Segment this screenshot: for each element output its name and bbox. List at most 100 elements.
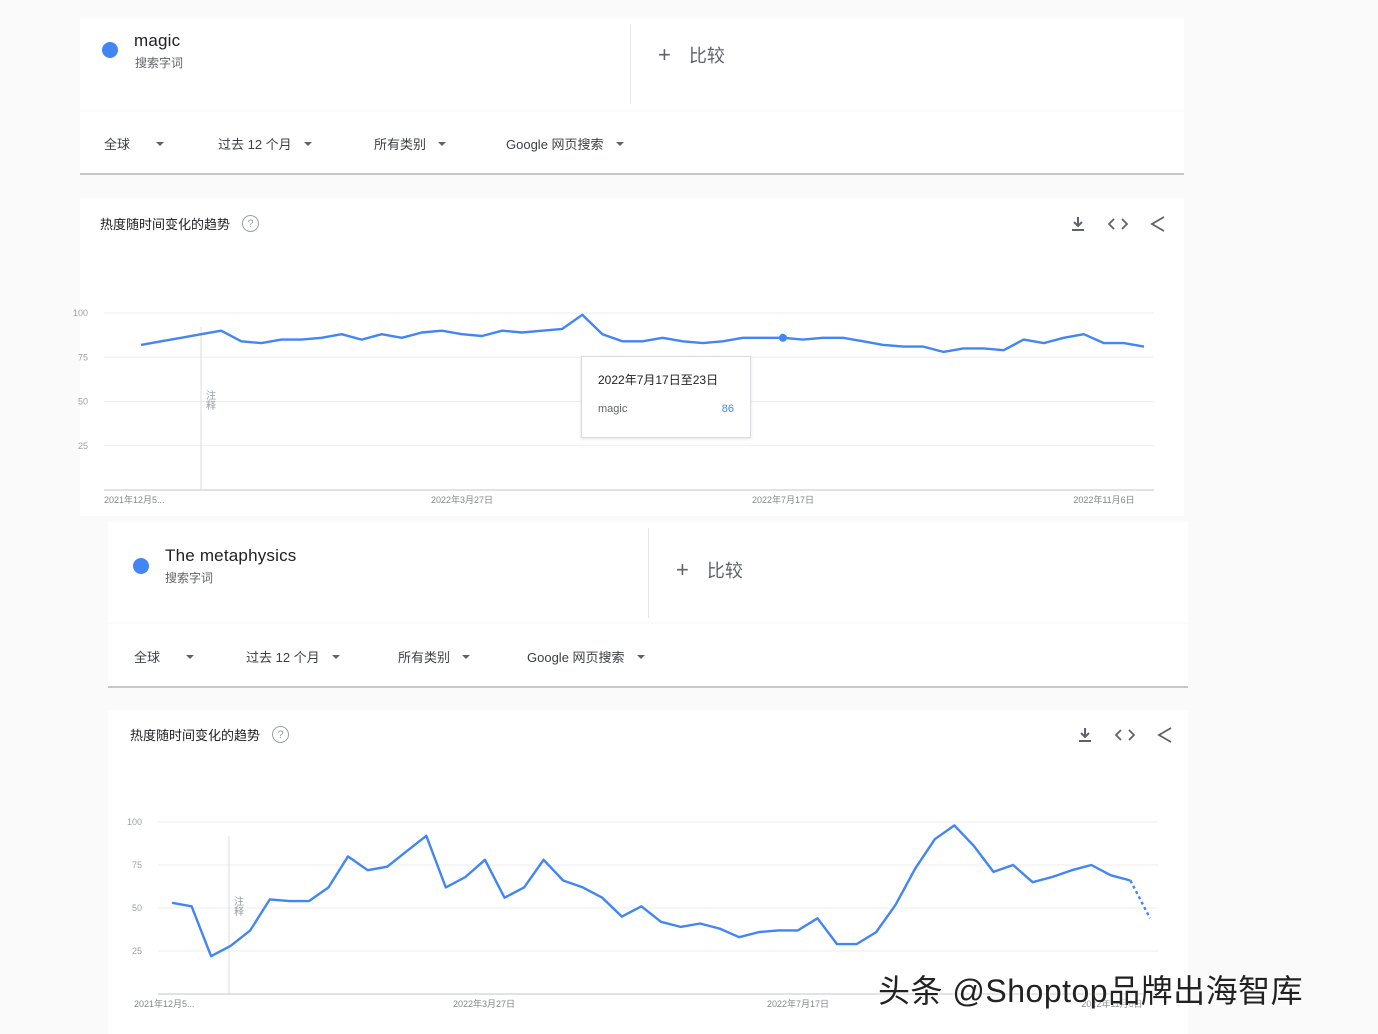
data-point[interactable] [971, 843, 977, 849]
series-line[interactable] [140, 313, 1145, 354]
share-icon[interactable] [1148, 214, 1168, 234]
download-icon[interactable] [1075, 725, 1095, 745]
highlighted-point[interactable] [778, 333, 787, 342]
data-point[interactable] [760, 335, 766, 341]
data-point[interactable] [286, 898, 292, 904]
data-point[interactable] [951, 822, 957, 828]
term-name[interactable]: The metaphysics [165, 546, 297, 565]
data-point[interactable] [1030, 879, 1036, 885]
time-filter[interactable]: 过去 12 个月 [218, 134, 312, 153]
data-point[interactable] [775, 927, 781, 933]
data-point[interactable] [912, 865, 918, 871]
data-point[interactable] [960, 345, 966, 351]
data-point[interactable] [439, 328, 445, 334]
data-point[interactable] [1049, 874, 1055, 880]
data-point[interactable] [1021, 337, 1027, 343]
data-point[interactable] [717, 926, 723, 932]
data-point[interactable] [1041, 340, 1047, 346]
data-point[interactable] [873, 929, 879, 935]
data-point[interactable] [756, 929, 762, 935]
embed-code-icon[interactable] [1108, 214, 1128, 234]
data-point[interactable] [580, 884, 586, 890]
data-point[interactable] [138, 342, 144, 348]
data-point[interactable] [359, 337, 365, 343]
data-point[interactable] [920, 344, 926, 350]
data-point[interactable] [521, 884, 527, 890]
data-point[interactable] [462, 874, 468, 880]
data-point[interactable] [208, 953, 214, 959]
data-point[interactable] [384, 864, 390, 870]
data-point[interactable] [1061, 335, 1067, 341]
data-point[interactable] [619, 338, 625, 344]
data-point[interactable] [519, 329, 525, 335]
data-point[interactable] [599, 895, 605, 901]
region-filter[interactable]: 全球 [104, 134, 165, 153]
data-point[interactable] [238, 338, 244, 344]
data-point[interactable] [880, 342, 886, 348]
download-icon[interactable] [1068, 214, 1088, 234]
data-point[interactable] [940, 349, 946, 355]
data-point[interactable] [720, 338, 726, 344]
data-point[interactable] [678, 924, 684, 930]
interest-line-chart[interactable]: 100 75 50 25 注释 2021年12月5... 2022年3月27日 2022年7月… [108, 710, 1188, 1034]
data-point[interactable] [814, 915, 820, 921]
data-point[interactable] [228, 943, 234, 949]
data-point[interactable] [218, 328, 224, 334]
data-point[interactable] [1127, 877, 1133, 883]
share-icon[interactable] [1155, 725, 1175, 745]
data-point[interactable] [178, 335, 184, 341]
compare-button[interactable]: + 比较 [676, 557, 743, 583]
data-point[interactable] [1088, 862, 1094, 868]
data-point[interactable] [680, 338, 686, 344]
data-point[interactable] [169, 900, 175, 906]
data-point[interactable] [1141, 344, 1147, 350]
data-point[interactable] [619, 914, 625, 920]
data-point[interactable] [740, 335, 746, 341]
data-point[interactable] [198, 331, 204, 337]
interest-line-chart[interactable]: 100 75 50 25 注释 2021年12月5... 2022年3月27日 2022年7月… [73, 198, 1184, 516]
region-filter[interactable]: 全球 [134, 647, 195, 666]
data-point[interactable] [1010, 862, 1016, 868]
data-point[interactable] [700, 340, 706, 346]
series-line[interactable] [171, 824, 1131, 958]
data-point[interactable] [1101, 340, 1107, 346]
data-point[interactable] [795, 927, 801, 933]
data-point[interactable] [379, 331, 385, 337]
data-point[interactable] [158, 338, 164, 344]
data-point[interactable] [278, 337, 284, 343]
data-point[interactable] [306, 898, 312, 904]
search-type-filter[interactable]: Google 网页搜索 [506, 134, 624, 153]
data-point[interactable] [1121, 340, 1127, 346]
data-point[interactable] [560, 877, 566, 883]
data-point[interactable] [599, 331, 605, 337]
data-point[interactable] [423, 833, 429, 839]
data-point[interactable] [559, 326, 565, 332]
data-point[interactable] [298, 337, 304, 343]
help-icon[interactable]: ? [272, 726, 290, 743]
data-point[interactable] [247, 927, 253, 933]
data-point[interactable] [189, 903, 195, 909]
category-filter[interactable]: 所有类别 [374, 134, 447, 153]
data-point[interactable] [499, 328, 505, 334]
data-point[interactable] [640, 338, 646, 344]
data-point[interactable] [419, 329, 425, 335]
data-point[interactable] [1081, 331, 1087, 337]
data-point[interactable] [399, 335, 405, 341]
data-point[interactable] [459, 331, 465, 337]
data-point[interactable] [1108, 872, 1114, 878]
data-point[interactable] [638, 903, 644, 909]
data-point[interactable] [1147, 915, 1153, 921]
data-point[interactable] [443, 884, 449, 890]
help-icon[interactable]: ? [242, 215, 260, 232]
data-point[interactable] [404, 848, 410, 854]
data-point[interactable] [991, 869, 997, 875]
data-point[interactable] [325, 884, 331, 890]
term-name[interactable]: magic [134, 31, 181, 50]
search-type-filter[interactable]: Google 网页搜索 [527, 647, 645, 666]
data-point[interactable] [1069, 867, 1075, 873]
data-point[interactable] [660, 335, 666, 341]
data-point[interactable] [900, 344, 906, 350]
data-point[interactable] [365, 867, 371, 873]
data-point[interactable] [479, 333, 485, 339]
data-point[interactable] [854, 941, 860, 947]
